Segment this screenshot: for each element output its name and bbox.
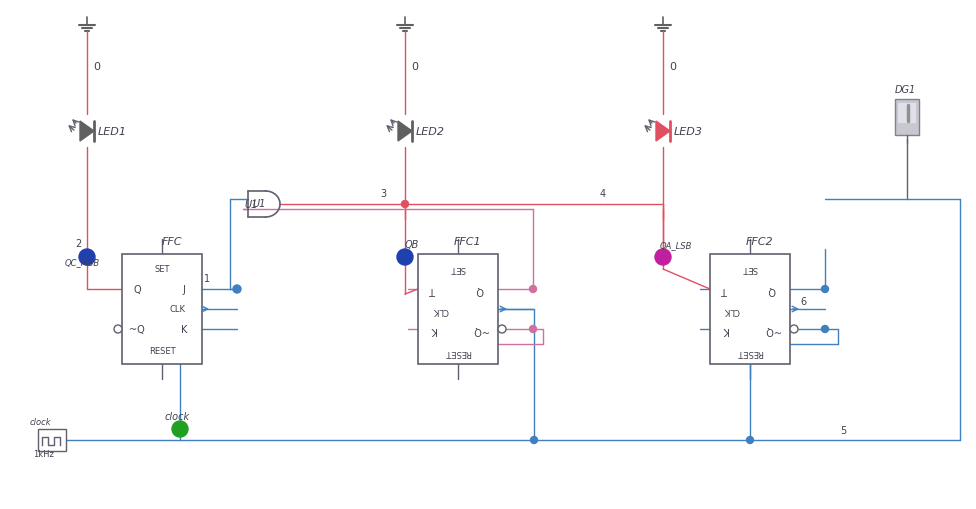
Text: LED1: LED1 (98, 127, 127, 137)
Text: QC_MSB: QC_MSB (65, 258, 101, 267)
Text: 2: 2 (75, 239, 81, 248)
Circle shape (531, 437, 538, 444)
Text: RESET: RESET (445, 347, 471, 356)
Text: T: T (722, 285, 728, 294)
Text: clock: clock (165, 411, 190, 421)
Circle shape (530, 286, 537, 293)
Circle shape (822, 286, 829, 293)
Bar (122, 254, 202, 364)
Text: RESET: RESET (737, 347, 763, 356)
Polygon shape (80, 122, 94, 142)
Text: Q: Q (476, 285, 484, 294)
Text: U1: U1 (244, 200, 258, 210)
Bar (418, 254, 498, 364)
Text: SET: SET (154, 264, 170, 273)
Circle shape (498, 325, 506, 333)
Text: CLK: CLK (169, 305, 185, 314)
Text: 0: 0 (411, 62, 418, 72)
Text: QB: QB (405, 240, 420, 249)
Circle shape (822, 326, 829, 333)
Text: Q: Q (133, 285, 141, 294)
Circle shape (401, 201, 409, 208)
Text: SET: SET (743, 264, 757, 273)
Text: ~Q: ~Q (764, 324, 780, 334)
Text: ~Q: ~Q (129, 324, 144, 334)
Circle shape (79, 249, 95, 266)
Text: Q: Q (768, 285, 776, 294)
Text: LED3: LED3 (674, 127, 703, 137)
Text: FFC1: FFC1 (454, 237, 482, 246)
Text: T: T (430, 285, 436, 294)
Text: FFC: FFC (162, 237, 183, 246)
Bar (38, 429, 66, 451)
Circle shape (114, 325, 122, 333)
Text: FFC2: FFC2 (747, 237, 774, 246)
Bar (710, 254, 790, 364)
Circle shape (530, 326, 537, 333)
Text: DG1: DG1 (895, 85, 916, 95)
Text: clock: clock (30, 417, 52, 426)
Text: J: J (183, 285, 185, 294)
Text: 1kHz: 1kHz (33, 449, 54, 458)
Text: CLK: CLK (724, 305, 740, 314)
Text: U1: U1 (253, 199, 265, 209)
Circle shape (790, 325, 798, 333)
Text: ~Q: ~Q (472, 324, 488, 334)
Circle shape (233, 286, 241, 293)
Text: 4: 4 (600, 189, 606, 199)
Text: 0: 0 (93, 62, 100, 72)
Text: K: K (722, 324, 728, 334)
Text: SET: SET (450, 264, 466, 273)
Polygon shape (656, 122, 670, 142)
Text: K: K (429, 324, 436, 334)
Text: CLK: CLK (432, 305, 448, 314)
Circle shape (172, 421, 188, 437)
Text: QA_LSB: QA_LSB (660, 241, 692, 249)
Text: 3: 3 (380, 189, 386, 199)
Text: RESET: RESET (148, 347, 176, 356)
Polygon shape (398, 122, 412, 142)
Text: 5: 5 (840, 425, 846, 435)
Text: K: K (181, 324, 187, 334)
Circle shape (397, 249, 413, 266)
Text: 0: 0 (669, 62, 676, 72)
Text: LED2: LED2 (416, 127, 445, 137)
Circle shape (655, 249, 671, 266)
Circle shape (747, 437, 753, 444)
Text: 1: 1 (204, 273, 210, 284)
Bar (898, 104, 916, 124)
Text: 6: 6 (800, 296, 806, 306)
Bar (895, 100, 919, 136)
